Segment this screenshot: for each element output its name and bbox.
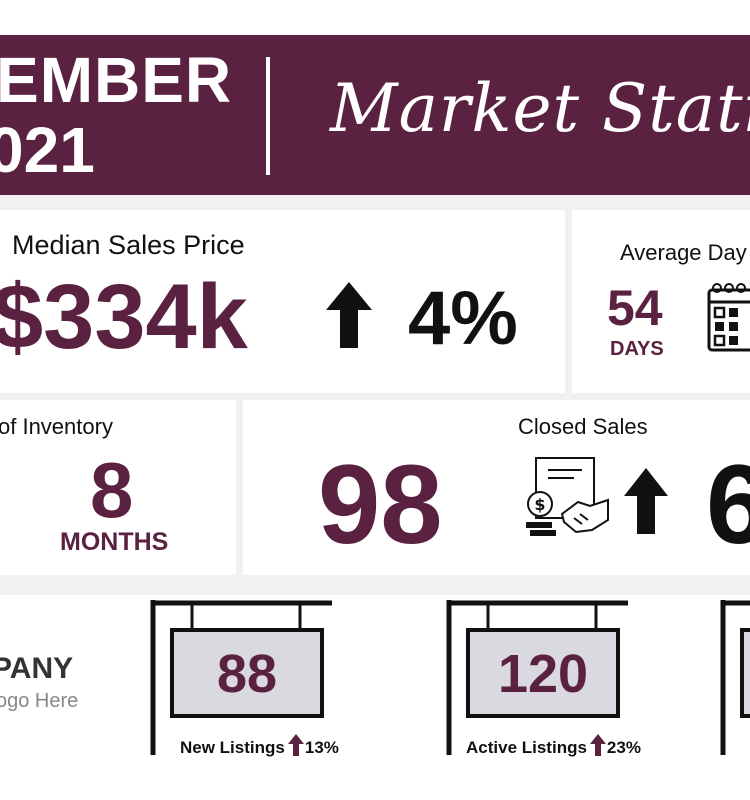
header-year: 021 bbox=[0, 114, 95, 186]
svg-text:$: $ bbox=[534, 495, 545, 514]
active-listings-label: Active Listings bbox=[466, 738, 587, 757]
inventory-label: of Inventory bbox=[0, 414, 113, 439]
up-arrow-icon bbox=[589, 734, 606, 756]
header-banner: EMBER 021 Market Statis bbox=[0, 35, 750, 195]
closed-sales-value: 98 bbox=[318, 442, 443, 567]
inventory-value: 8 bbox=[90, 446, 134, 534]
header-month: EMBER bbox=[0, 44, 233, 116]
up-arrow-icon bbox=[624, 468, 668, 534]
new-listings-value: 88 bbox=[216, 644, 278, 704]
handshake-document-icon: $ bbox=[526, 457, 609, 536]
median-price-value: $334k bbox=[0, 266, 248, 368]
up-arrow-icon bbox=[326, 282, 372, 348]
closed-sales-change: 6 bbox=[706, 442, 750, 567]
average-days-unit: DAYS bbox=[610, 338, 664, 360]
median-price-label: Median Sales Price bbox=[12, 230, 245, 260]
median-price-change: 4% bbox=[408, 276, 518, 361]
active-listings-value: 120 bbox=[497, 644, 589, 704]
new-listings-sign bbox=[150, 600, 332, 755]
header-script-title: Market Statis bbox=[330, 70, 750, 147]
new-listings-label: New Listings bbox=[180, 738, 285, 757]
average-days-label: Average Day bbox=[620, 240, 747, 265]
up-arrow-icon bbox=[287, 734, 304, 756]
header-divider bbox=[266, 57, 270, 175]
inventory-unit: MONTHS bbox=[60, 528, 169, 556]
active-listings-caption: Active Listings 23% bbox=[466, 734, 641, 758]
inventory-card bbox=[0, 400, 236, 575]
closed-sales-label: Closed Sales bbox=[518, 414, 648, 439]
active-listings-change: 23% bbox=[606, 738, 641, 757]
new-listings-caption: New Listings 13% bbox=[180, 734, 339, 758]
median-price-card bbox=[0, 210, 565, 393]
average-days-value: 54 bbox=[607, 280, 663, 336]
calendar-icon bbox=[707, 283, 750, 352]
company-logo-placeholder: ogo Here bbox=[0, 690, 79, 712]
new-listings-change: 13% bbox=[304, 738, 339, 757]
partial-listing-sign bbox=[720, 600, 750, 755]
company-name: PANY bbox=[0, 652, 74, 685]
closed-sales-card bbox=[243, 400, 750, 575]
active-listings-sign bbox=[446, 600, 628, 755]
